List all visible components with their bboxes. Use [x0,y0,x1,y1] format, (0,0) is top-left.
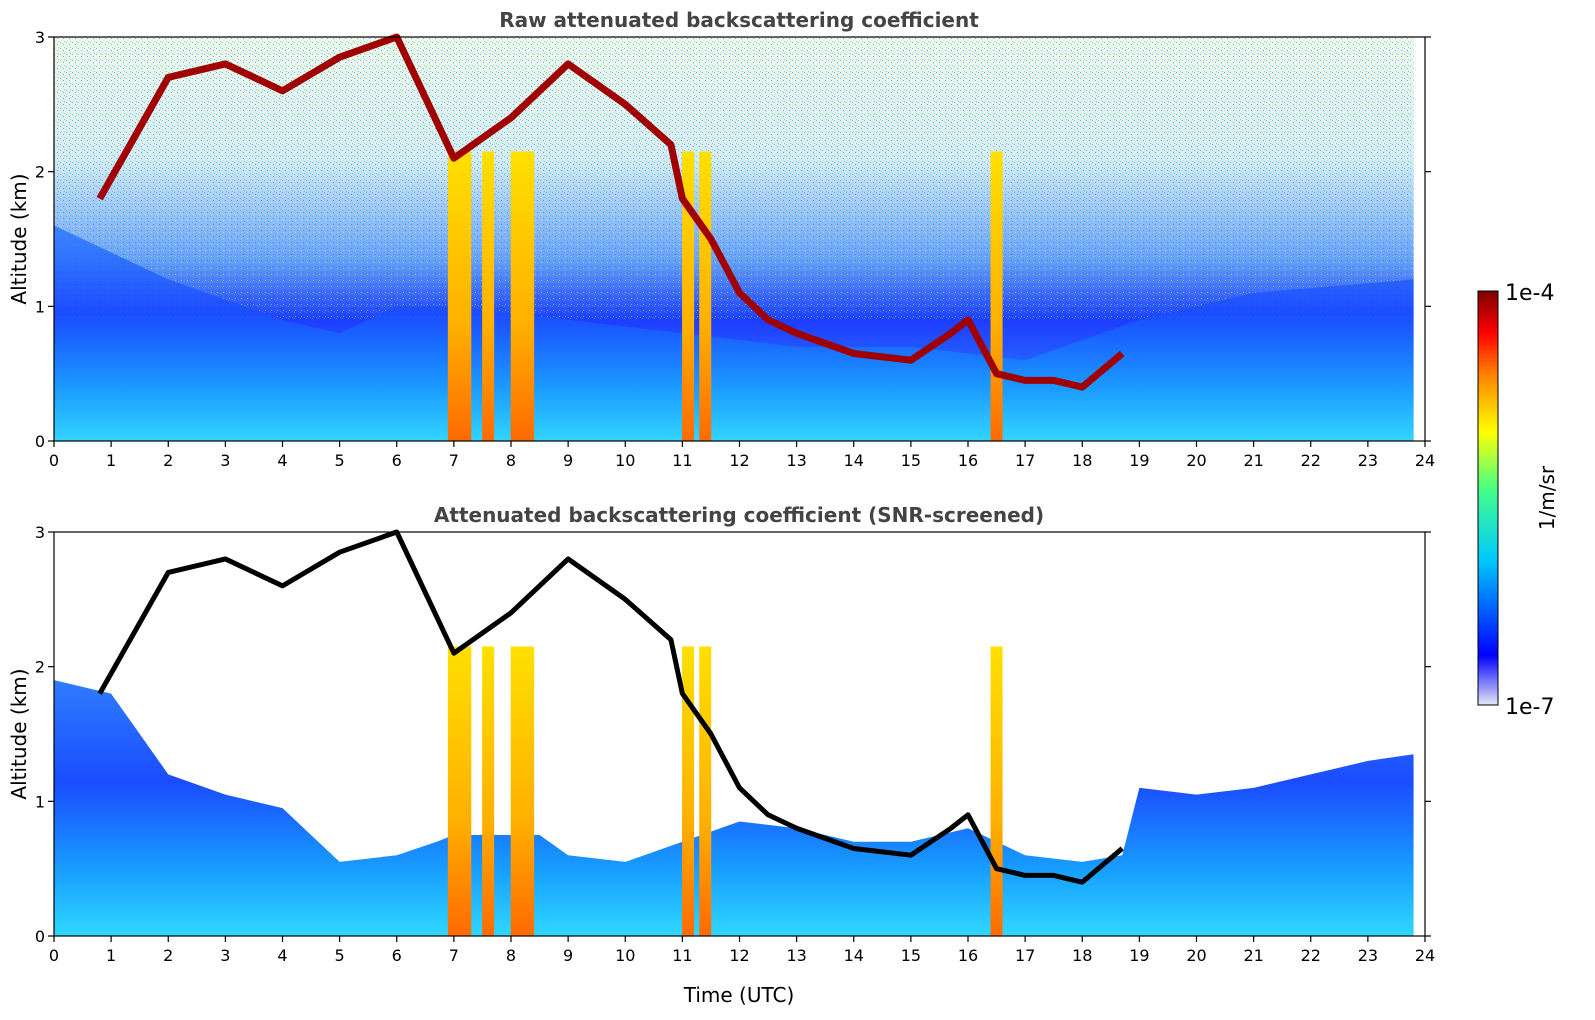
panel-title: Attenuated backscattering coefficient (S… [434,503,1044,527]
x-tick-label: 23 [1358,946,1378,965]
y-tick-label: 2 [35,658,45,677]
x-tick-label: 6 [392,946,402,965]
x-tick-label: 16 [958,451,978,470]
x-axis: 0 1 2 3 4 5 6 7 8 9 10 11 12 13 14 15 16 17 18 19 20 21 22 23 24 [49,936,1435,965]
panel-title: Raw attenuated backscattering coefficien… [499,8,979,32]
colorbar-unit-label: 1/m/sr [1535,465,1559,530]
y-tick-label: 0 [35,927,45,946]
y-tick-label: 3 [35,28,45,47]
x-tick-label: 8 [506,451,516,470]
x-tick-label: 23 [1358,451,1378,470]
x-tick-label: 11 [672,451,692,470]
noise-field [54,37,1414,320]
x-tick-label: 8 [506,946,516,965]
precip-column-0 [447,646,460,936]
x-tick-label: 22 [1301,946,1321,965]
raw-backscatter-panel: Raw attenuated backscattering coefficien… [7,8,1435,470]
precip-column-0 [447,151,460,441]
x-tick-label: 0 [49,451,59,470]
x-tick-label: 13 [786,451,806,470]
x-tick-label: 14 [844,946,864,965]
x-tick-label: 15 [901,451,921,470]
x-tick-label: 20 [1186,451,1206,470]
x-tick-label: 9 [563,451,573,470]
precip-column-7 [990,646,1003,936]
precip-column-5 [682,646,695,936]
y-axis: 0 1 2 3 [35,28,1431,451]
precip-column-1 [459,646,472,936]
precip-column-2 [482,646,495,936]
x-tick-label: 1 [106,946,116,965]
precip-column-5 [682,151,695,441]
x-tick-label: 15 [901,946,921,965]
precip-column-6 [699,646,712,936]
x-tick-label: 24 [1415,946,1435,965]
x-tick-label: 14 [844,451,864,470]
x-tick-label: 16 [958,946,978,965]
y-axis: 0 1 2 3 [35,523,1431,946]
precip-column-3 [510,646,523,936]
x-tick-label: 19 [1129,946,1149,965]
x-tick-label: 7 [449,946,459,965]
colorbar-max-label: 1e-4 [1505,281,1554,306]
x-tick-label: 18 [1072,946,1092,965]
x-tick-label: 4 [277,451,287,470]
x-tick-label: 22 [1301,451,1321,470]
x-tick-label: 0 [49,946,59,965]
cloud-layer [97,529,1124,885]
y-tick-label: 1 [35,792,45,811]
precip-column-2 [482,151,495,441]
x-tick-label: 11 [672,946,692,965]
precip-column-4 [522,151,535,441]
x-tick-label: 5 [335,946,345,965]
x-tick-label: 24 [1415,451,1435,470]
x-tick-label: 7 [449,451,459,470]
x-tick-label: 21 [1243,451,1263,470]
colorbar-min-label: 1e-7 [1505,695,1554,720]
precip-column-7 [990,151,1003,441]
x-tick-label: 12 [729,451,749,470]
precip-column-3 [510,151,523,441]
x-tick-label: 3 [220,451,230,470]
plot-area [54,529,1425,936]
y-tick-label: 0 [35,432,45,451]
x-tick-label: 1 [106,451,116,470]
x-tick-label: 3 [220,946,230,965]
x-tick-label: 12 [729,946,749,965]
x-tick-label: 6 [392,451,402,470]
colorbar-gradient [1477,290,1499,706]
colorbar: 1e-4 1e-7 1/m/sr [1477,281,1559,720]
x-tick-label: 18 [1072,451,1092,470]
precip-column-6 [699,151,712,441]
x-tick-label: 10 [615,946,635,965]
x-tick-label: 2 [163,451,173,470]
x-axis: 0 1 2 3 4 5 6 7 8 9 10 11 12 13 14 15 16 17 18 19 20 21 22 23 24 [49,441,1435,470]
y-tick-label: 2 [35,163,45,182]
x-tick-label: 10 [615,451,635,470]
y-tick-label: 3 [35,523,45,542]
plot-area [54,33,1414,441]
cloud-layer [96,33,1125,391]
y-axis-label: Altitude (km) [7,668,31,799]
x-tick-label: 21 [1243,946,1263,965]
x-tick-label: 13 [786,946,806,965]
x-tick-label: 9 [563,946,573,965]
y-axis-label: Altitude (km) [7,173,31,304]
x-tick-label: 17 [1015,946,1035,965]
x-tick-label: 17 [1015,451,1035,470]
precip-column-4 [522,646,535,936]
y-tick-label: 1 [35,297,45,316]
x-axis-label: Time (UTC) [683,983,795,1007]
x-tick-label: 2 [163,946,173,965]
x-tick-label: 4 [277,946,287,965]
screened-region [54,680,1414,936]
x-tick-label: 19 [1129,451,1149,470]
x-tick-label: 20 [1186,946,1206,965]
snr-screened-panel: Attenuated backscattering coefficient (S… [7,503,1435,1007]
precip-column-1 [459,151,472,441]
x-tick-label: 5 [335,451,345,470]
